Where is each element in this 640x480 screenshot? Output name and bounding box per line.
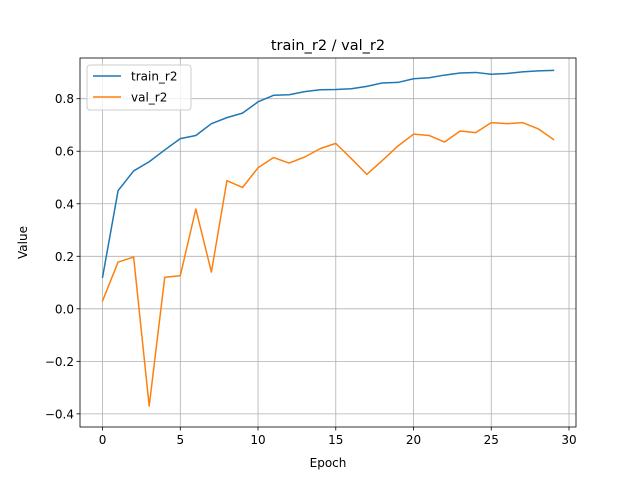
series-line-val-r2 [101, 121, 555, 407]
x-tick-label: 20 [406, 433, 421, 447]
x-tick-label: 10 [250, 433, 265, 447]
y-tick-label: 0.0 [55, 302, 74, 316]
grid-lines [80, 58, 576, 427]
y-tick-label: −0.4 [45, 407, 74, 421]
y-tick-label: 0.2 [55, 250, 74, 264]
chart-title: train_r2 / val_r2 [271, 38, 385, 54]
y-tick-label: 0.8 [55, 92, 74, 106]
legend: train_r2 val_r2 [86, 64, 192, 111]
series-line-train-r2 [101, 69, 555, 279]
legend-label-val-r2: val_r2 [131, 91, 167, 105]
y-tick-label: −0.2 [45, 355, 74, 369]
y-tick-label: 0.4 [55, 197, 74, 211]
x-tick-label: 0 [99, 433, 107, 447]
x-tick-label: 25 [484, 433, 499, 447]
series-lines [101, 69, 555, 407]
axis-ticks: 0 5 10 15 20 25 30 −0.4 −0.2 0.0 0.2 0.4 0.6 0.8 [45, 92, 577, 447]
y-axis-title: Value [16, 226, 30, 259]
plot-frame [79, 57, 577, 428]
legend-label-train-r2: train_r2 [131, 70, 178, 84]
x-tick-label: 30 [561, 433, 576, 447]
x-axis-title: Epoch [310, 456, 347, 470]
x-tick-label: 15 [328, 433, 343, 447]
x-tick-label: 5 [176, 433, 184, 447]
y-tick-label: 0.6 [55, 145, 74, 159]
